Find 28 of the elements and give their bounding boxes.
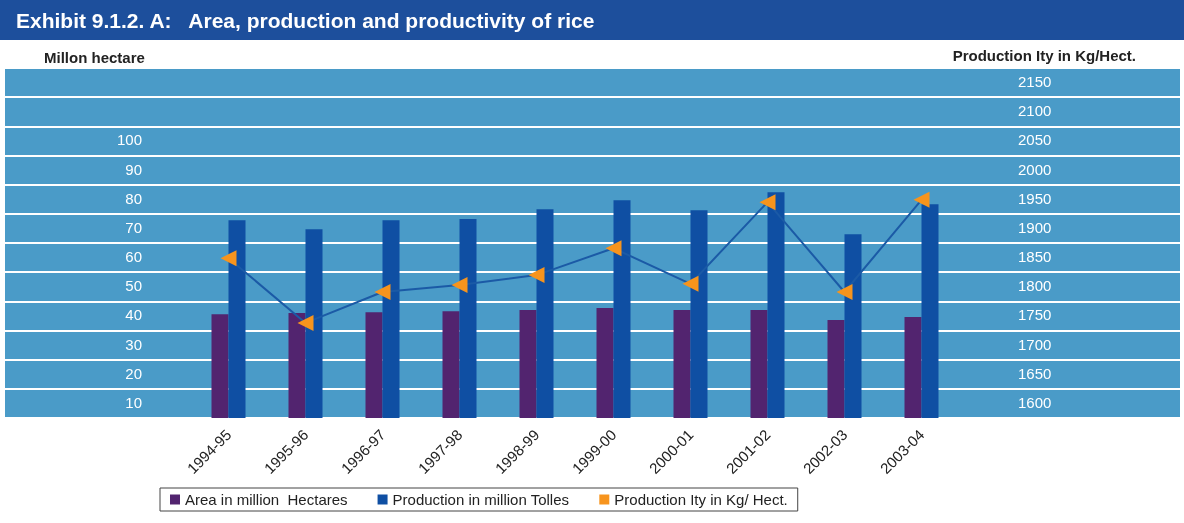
y-tick-label: 100 <box>116 131 142 149</box>
y-tick-label: 40 <box>125 306 142 324</box>
y2-tick-label: 2100 <box>1018 102 1052 120</box>
y-tick-label: 70 <box>125 218 142 236</box>
y2-tick-label: 1900 <box>1018 218 1052 236</box>
y2-tick-label: 1650 <box>1018 364 1052 382</box>
y-tick-label: 20 <box>125 364 142 382</box>
legend-label: Area in million Hectares <box>185 491 348 508</box>
y2-tick-label: 1700 <box>1018 335 1052 353</box>
y2-tick-label: 1950 <box>1018 189 1052 207</box>
y2-tick-label: 1750 <box>1018 306 1052 324</box>
y-axis-title: Millon hectare <box>44 49 145 66</box>
y2-tick-label: 2050 <box>1018 131 1052 149</box>
y-tick-label: 90 <box>125 160 142 178</box>
legend-label: Production Ity in Kg/ Hect. <box>614 491 788 508</box>
y-tick-label: 60 <box>125 248 142 265</box>
chart-title: Exhibit 9.1.2. A: Area, production and productivity of rice <box>16 9 595 32</box>
y2-tick-label: 2150 <box>1018 73 1052 90</box>
y2-axis-title: Production Ity in Kg/Hect. <box>952 47 1136 64</box>
y2-tick-label: 2000 <box>1018 160 1052 178</box>
y2-tick-label: 1600 <box>1018 393 1052 411</box>
y2-tick-label: 1800 <box>1018 277 1052 295</box>
legend-label: Production in million Tolles <box>392 491 570 508</box>
y-tick-label: 80 <box>125 189 142 207</box>
y-tick-label: 50 <box>125 277 142 295</box>
y2-tick-label: 1850 <box>1018 248 1052 265</box>
y-tick-label: 10 <box>125 393 142 411</box>
y-tick-label: 30 <box>125 335 142 353</box>
